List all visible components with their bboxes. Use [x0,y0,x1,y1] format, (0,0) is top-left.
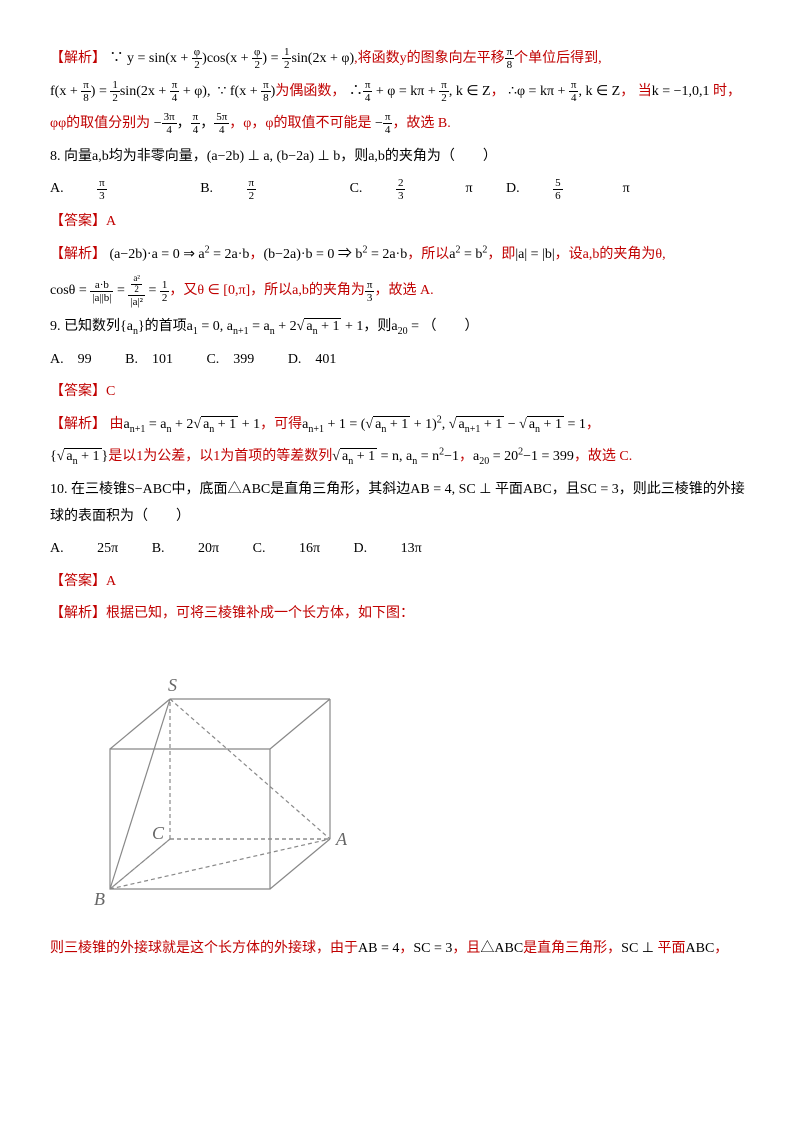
answer-value: A [106,574,116,589]
fraction: π8 [505,46,515,71]
text: （ ） [423,319,479,334]
q10-stem: 10. 在三棱锥S−ABC中，底面△ABC是直角三角形，其斜边AB = 4, S… [50,477,750,530]
option-d: D. 13π [354,536,422,563]
text: 是直角三角形，其斜边 [270,482,410,497]
text: ，φ的取值不可能是 [251,116,371,131]
text: ，所以 [407,247,449,262]
q7-solution-line1: 【解析】 ∵ y = sin(x + φ2)cos(x + φ2) = 12si… [50,46,750,73]
eq: f(x + π8) = 12sin(2x + π4 + φ) [50,84,207,99]
q10-options: A. 25π B. 20π C. 16π D. 13π [50,536,750,563]
solution-label: 【解析】 [50,247,106,262]
option-b: B. 101 [125,347,173,374]
text: φ的取值分别为 [58,116,150,131]
answer-label: 【答案】 [50,574,106,589]
q8-solution-2: cosθ = a·b|a||b| = a²2|a|² = 12，又θ ∈ [0,… [50,274,750,308]
text: ，故选 B. [392,116,450,131]
option-c: C. 23π [350,176,473,203]
option-b: B. π2 [200,176,316,203]
text: 是直角三角形， [523,941,621,956]
text: ,将函数y的图象向左平移 [354,51,505,66]
text: ，故选 A. [374,283,433,298]
text: ，设a,b的夹角为θ, [555,247,666,262]
text: 个单位后得到, [514,51,602,66]
answer-value: A [106,214,116,229]
option-a: A. π3 [50,176,167,203]
q7-sol1-text: ∵ y = sin(x + φ2)cos(x + φ2) = 12sin(2x … [110,51,355,66]
option-c: C. 399 [206,347,254,374]
text: ，则a,b的夹角为（ ） [340,149,497,164]
text: 已知数列 [64,319,120,334]
option-b: B. 20π [152,536,219,563]
q8-options: A. π3 B. π2 C. 23π D. 56π [50,176,750,203]
answer-label: 【答案】 [50,214,106,229]
label-a: A [335,829,348,849]
text: 在三棱锥 [71,482,127,497]
text: ，且 [452,941,480,956]
q7-solution-line2: f(x + π8) = 12sin(2x + π4 + φ), ∵ f(x + … [50,79,750,106]
q9-solution-2: {an + 1}是以1为公差，以1为首项的等差数列an + 1 = n, an … [50,444,750,471]
text: 是以1为公差，以1为首项的等差数列 [108,449,332,464]
text: 向量a,b均为非零向量， [64,149,207,164]
cuboid-diagram: S A B C [80,649,360,909]
text: 为偶函数， [275,84,345,99]
option-d: D. 56π [506,176,630,203]
solution-label: 【解析】 [50,417,106,432]
label-b: B [94,889,105,909]
q8-answer: 【答案】A [50,209,750,236]
q10-num: 10. [50,482,68,497]
label-c: C [152,823,165,843]
answer-value: C [106,384,115,399]
text: ，可得 [260,417,302,432]
text: 所以a,b的夹角为 [264,283,365,298]
q9-solution-1: 【解析】 由an+1 = an + 2an + 1 + 1，可得an+1 + 1… [50,412,750,439]
option-a: A. 25π [50,536,118,563]
text: 平面 [495,482,523,497]
text: 由 [110,417,124,432]
q8-solution-1: 【解析】 (a−2b)·a = 0 ⇒ a2 = 2a·b，(b−2a)·b =… [50,242,750,269]
q9-stem: 9. 已知数列{an}的首项a1 = 0, an+1 = an + 2an + … [50,314,750,341]
q10-solution: 【解析】根据已知，可将三棱锥补成一个长方体，如下图： [50,601,750,628]
q10-answer: 【答案】A [50,569,750,596]
text: 中，底面 [171,482,227,497]
text: ，则 [363,319,391,334]
q9-answer: 【答案】C [50,379,750,406]
text: 根据已知，可将三棱锥补成一个长方体，如下图： [106,606,414,621]
text: 则三棱锥的外接球就是这个长方体的外接球，由于 [50,941,358,956]
text: 平面 [658,941,686,956]
answer-label: 【答案】 [50,384,106,399]
q8-num: 8. [50,149,61,164]
solution-label: 【解析】 [50,51,106,66]
q9-num: 9. [50,319,61,334]
solution-label: 【解析】 [50,606,106,621]
text: ，又θ ∈ [0,π]， [169,283,264,298]
option-d: D. 401 [288,347,337,374]
text: ，故选 C. [574,449,632,464]
q8-stem: 8. 向量a,b均为非零向量，(a−2b) ⊥ a, (b−2a) ⊥ b，则a… [50,144,750,171]
option-a: A. 99 [50,347,92,374]
label-s: S [168,675,177,695]
q9-options: A. 99 B. 101 C. 399 D. 401 [50,347,750,374]
text: ，且 [552,482,580,497]
text: ，即 [487,247,515,262]
q10-conclusion: 则三棱锥的外接球就是这个长方体的外接球，由于AB = 4，SC = 3，且△AB… [50,936,750,963]
option-c: C. 16π [253,536,320,563]
text: 的首项 [145,319,187,334]
q7-solution-line3: φφ的取值分别为 −3π4，π4，5π4，φ，φ的取值不可能是 −π4，故选 B… [50,111,750,138]
